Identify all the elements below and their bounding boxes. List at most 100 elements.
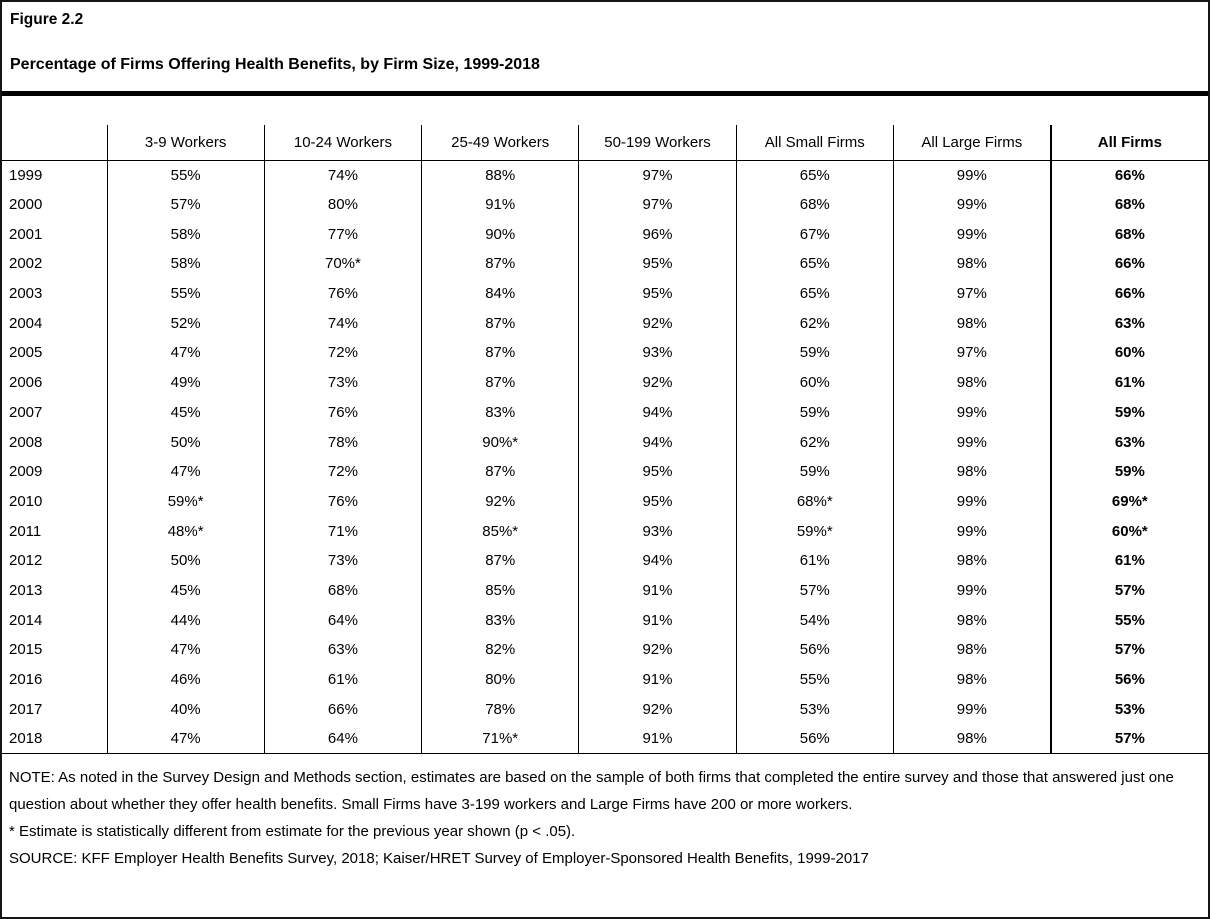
value-cell: 68%: [263, 575, 422, 606]
value-cell: 95%: [578, 486, 737, 517]
value-cell: 58%: [106, 249, 265, 279]
column-header-5: All Small Firms: [735, 125, 894, 161]
year-cell: 2005: [9, 344, 43, 362]
value-cell: 55%: [106, 278, 265, 309]
year-cell: 1999: [9, 166, 43, 184]
value-cell: 98%: [892, 635, 1051, 665]
table-row-2001: 2001 58% 77% 90% 96% 67% 99% 68%: [2, 219, 1208, 250]
value-cell: 59%: [1049, 397, 1208, 428]
value-cell: 88%: [421, 160, 579, 190]
value-cell: 93%: [578, 516, 737, 546]
value-cell: 59%: [735, 338, 894, 368]
value-cell: 87%: [421, 249, 579, 279]
table-row-2005: 2005 47% 72% 87% 93% 59% 97% 60%: [2, 338, 1208, 368]
table-row-1999: 1999 55% 74% 88% 97% 65% 99% 66%: [2, 160, 1208, 190]
notes-block: NOTE: As noted in the Survey Design and …: [2, 764, 1208, 872]
table-row-2011: 2011 48%* 71% 85%* 93% 59%* 99% 60%*: [2, 516, 1208, 546]
value-cell: 60%: [735, 367, 894, 398]
row-header-cell: [2, 125, 107, 161]
year-cell: 2008: [9, 433, 43, 451]
value-cell: 64%: [263, 724, 422, 755]
value-cell: 91%: [578, 575, 737, 606]
value-cell: 87%: [421, 456, 579, 487]
value-cell: 71%*: [421, 724, 579, 755]
value-cell: 92%: [578, 308, 737, 339]
value-cell: 98%: [892, 308, 1051, 339]
table-row-2008: 2008 50% 78% 90%* 94% 62% 99% 63%: [2, 427, 1208, 457]
value-cell: 97%: [578, 189, 737, 220]
year-cell: 2018: [2, 724, 107, 755]
value-cell: 92%: [578, 694, 737, 725]
value-cell: 70%*: [263, 249, 422, 279]
value-cell: 80%: [421, 664, 579, 695]
year-cell: 2006: [9, 374, 43, 392]
value-cell: 99%: [892, 219, 1051, 250]
value-cell: 59%: [735, 456, 894, 487]
value-cell: 95%: [578, 456, 737, 487]
year-cell: 2004: [9, 314, 43, 332]
note-text: NOTE: As noted in the Survey Design and …: [9, 769, 1174, 814]
value-cell: 98%: [892, 605, 1051, 635]
value-cell: 94%: [578, 545, 737, 576]
value-cell: 90%: [421, 219, 579, 250]
value-cell: 87%: [421, 338, 579, 368]
year-cell: 2003: [9, 285, 43, 303]
column-header-7: All Firms: [1049, 125, 1208, 161]
value-cell: 46%: [106, 664, 265, 695]
table-row-2007: 2007 45% 76% 83% 94% 59% 99% 59%: [2, 397, 1208, 428]
value-cell: 85%: [421, 575, 579, 606]
value-cell: 47%: [106, 456, 265, 487]
value-cell: 98%: [892, 724, 1051, 755]
value-cell: 97%: [892, 278, 1051, 309]
table-row-2017: 2017 40% 66% 78% 92% 53% 99% 53%: [2, 694, 1208, 725]
year-cell: 2015: [9, 641, 43, 659]
value-cell: 74%: [263, 308, 422, 339]
column-header-2: 10-24 Workers: [263, 125, 422, 161]
value-cell: 74%: [263, 160, 422, 190]
value-cell: 76%: [263, 486, 422, 517]
value-cell: 63%: [1049, 427, 1208, 457]
year-cell: 2007: [9, 403, 43, 421]
value-cell: 78%: [421, 694, 579, 725]
value-cell: 62%: [735, 427, 894, 457]
value-cell: 73%: [263, 367, 422, 398]
value-cell: 99%: [892, 427, 1051, 457]
value-cell: 66%: [1049, 160, 1208, 190]
column-header-4: 50-199 Workers: [578, 125, 737, 161]
year-cell: 2001: [9, 225, 43, 243]
value-cell: 87%: [421, 308, 579, 339]
asterisk-note: * Estimate is statistically different fr…: [9, 823, 576, 841]
value-cell: 57%: [1049, 575, 1208, 606]
table-body: 1999 55% 74% 88% 97% 65% 99% 66% 2000 57% 80% 91% 97…: [2, 160, 1208, 755]
value-cell: 68%*: [735, 486, 894, 517]
value-cell: 98%: [892, 545, 1051, 576]
column-header-6: All Large Firms: [892, 125, 1051, 161]
value-cell: 87%: [421, 367, 579, 398]
value-cell: 72%: [263, 338, 422, 368]
value-cell: 54%: [735, 605, 894, 635]
value-cell: 58%: [106, 219, 265, 250]
value-cell: 99%: [892, 516, 1051, 546]
table-row-2002: 2002 58% 70%* 87% 95% 65% 98% 66%: [2, 249, 1208, 279]
year-cell: 2011: [9, 522, 42, 540]
value-cell: 99%: [892, 694, 1051, 725]
value-cell: 53%: [1049, 694, 1208, 725]
value-cell: 59%*: [735, 516, 894, 546]
value-cell: 61%: [263, 664, 422, 695]
table-row-2010: 2010 59%* 76% 92% 95% 68%* 99% 69%*: [2, 486, 1208, 517]
value-cell: 56%: [1049, 664, 1208, 695]
year-cell: 2016: [9, 671, 43, 689]
value-cell: 65%: [735, 249, 894, 279]
value-cell: 52%: [106, 308, 265, 339]
figure-label: Figure 2.2: [10, 11, 84, 28]
year-cell: 2002: [9, 255, 43, 273]
table-row-2016: 2016 46% 61% 80% 91% 55% 98% 56%: [2, 664, 1208, 695]
value-cell: 57%: [106, 189, 265, 220]
value-cell: 45%: [106, 397, 265, 428]
value-cell: 65%: [735, 278, 894, 309]
value-cell: 55%: [106, 160, 265, 190]
value-cell: 98%: [892, 456, 1051, 487]
year-cell: 2012: [9, 552, 43, 570]
value-cell: 49%: [106, 367, 265, 398]
